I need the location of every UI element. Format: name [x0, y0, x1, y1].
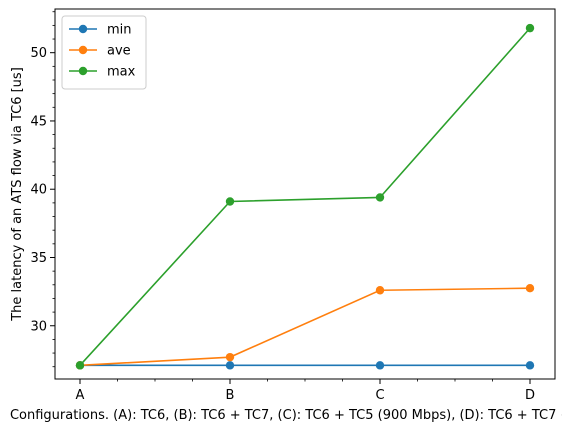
- legend-label-ave: ave: [107, 44, 131, 59]
- legend-label-min: min: [107, 23, 132, 38]
- data-point-max: [225, 197, 235, 206]
- data-point-min: [525, 361, 535, 370]
- y-tick-label: 30: [30, 319, 47, 334]
- data-point-max: [375, 193, 385, 202]
- data-point-ave: [525, 284, 535, 293]
- x-tick-label: B: [226, 388, 235, 403]
- x-tick-label: C: [375, 388, 384, 403]
- y-tick-label: 35: [30, 251, 47, 266]
- series-line-ave: [79, 287, 531, 367]
- data-point-max: [75, 361, 85, 370]
- legend-marker-ave: [78, 45, 88, 55]
- y-tick-label: 50: [30, 46, 47, 61]
- legend-marker-min: [78, 24, 88, 34]
- x-axis-label: Configurations. (A): TC6, (B): TC6 + TC7…: [10, 408, 562, 423]
- series-layer: [75, 23, 535, 370]
- y-tick-label: 40: [30, 183, 47, 198]
- legend: min ave max: [61, 15, 147, 90]
- legend-marker-max: [78, 66, 88, 76]
- x-tick-label: A: [76, 388, 85, 403]
- y-tick-label: 45: [30, 114, 47, 129]
- legend-label-max: max: [107, 65, 136, 80]
- data-point-ave: [375, 286, 385, 295]
- data-point-ave: [225, 352, 235, 362]
- x-tick-label: D: [525, 388, 535, 403]
- data-point-max: [525, 23, 535, 33]
- data-point-min: [225, 361, 235, 370]
- data-point-min: [375, 361, 385, 370]
- y-axis-label: The latency of an ATS flow via TC6 [us]: [10, 67, 25, 322]
- series-line-max: [79, 27, 531, 366]
- axis-ticks: A B C D 30 35 40 45 50: [30, 11, 535, 403]
